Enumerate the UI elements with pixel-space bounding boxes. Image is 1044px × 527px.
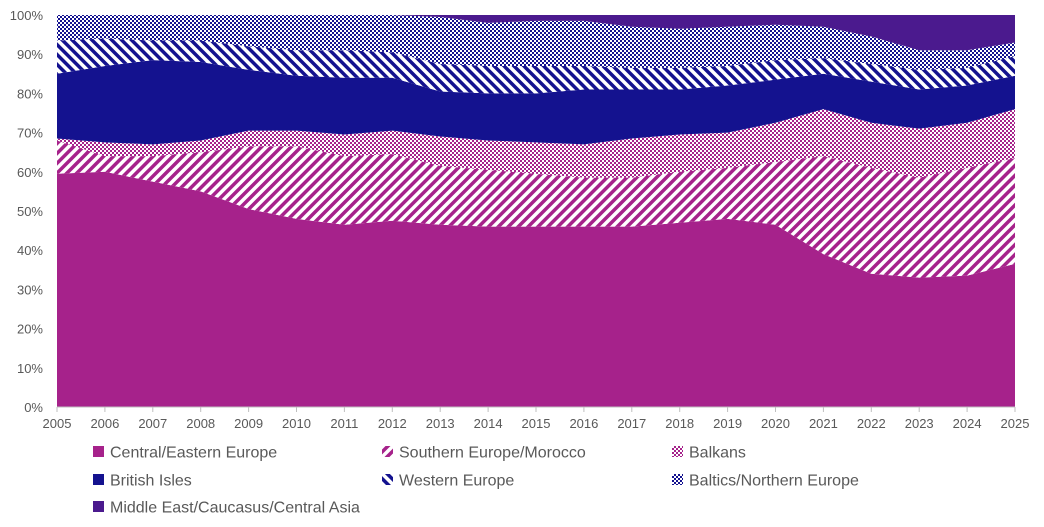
legend-label-baltics-northern-europe: Baltics/Northern Europe: [689, 473, 859, 490]
x-tick-label: 2021: [809, 416, 838, 431]
area-middle-east-caucasus-central-asia: [57, 15, 1015, 51]
y-tick-label: 20%: [17, 322, 43, 337]
area-baltics-northern-europe: [57, 15, 1015, 70]
axes-group: 0% 10% 20% 30% 40% 50% 60% 70% 80% 90% 100% 2005 200…: [10, 8, 1030, 431]
x-tick-label: 2016: [569, 416, 598, 431]
x-tick-label: 2015: [522, 416, 551, 431]
legend-label-western-europe: Western Europe: [399, 473, 514, 490]
legend-label-middle-east-caucasus-central-asia: Middle East/Caucasus/Central Asia: [110, 500, 360, 517]
x-tick-label: 2010: [282, 416, 311, 431]
area-british-isles: [57, 60, 1015, 145]
legend-swatch-western-europe: [382, 474, 393, 485]
legend-swatch-southern-europe-morocco: [382, 446, 393, 457]
legend-label-southern-europe-morocco: Southern Europe/Morocco: [399, 445, 586, 462]
x-tick-label: 2017: [617, 416, 646, 431]
legend-label-british-isles: British Isles: [110, 473, 192, 490]
legend-label-central-eastern-europe: Central/Eastern Europe: [110, 445, 277, 462]
legend-swatch-central-eastern-europe: [93, 446, 104, 457]
x-tick-label: 2018: [665, 416, 694, 431]
legend-label-balkans: Balkans: [689, 445, 746, 462]
x-tick-label: 2007: [138, 416, 167, 431]
x-tick-label: 2009: [234, 416, 263, 431]
x-tick-label: 2011: [330, 416, 358, 431]
x-tick-label: 2013: [426, 416, 455, 431]
x-tick-label: 2022: [857, 416, 886, 431]
y-tick-label: 70%: [17, 126, 43, 141]
legend-swatch-balkans: [672, 446, 683, 457]
y-tick-label: 0%: [24, 400, 43, 415]
y-tick-label: 60%: [17, 165, 43, 180]
x-tick-label: 2014: [474, 416, 503, 431]
x-tick-label: 2012: [378, 416, 407, 431]
area-southern-europe-morocco: [57, 140, 1015, 278]
y-tick-label: 30%: [17, 282, 43, 297]
area-series-group: [57, 15, 1015, 407]
y-tick-label: 40%: [17, 243, 43, 258]
x-tick-label: 2025: [1001, 416, 1030, 431]
y-tick-label: 10%: [17, 361, 43, 376]
x-tick-label: 2020: [761, 416, 790, 431]
x-tick-label: 2008: [186, 416, 215, 431]
y-tick-label: 50%: [17, 204, 43, 219]
y-tick-label: 90%: [17, 47, 43, 62]
legend: Central/Eastern Europe Southern Europe/Mo…: [93, 445, 859, 517]
legend-swatch-british-isles: [93, 474, 104, 485]
legend-swatch-middle-east-caucasus-central-asia: [93, 501, 104, 512]
x-tick-label: 2023: [905, 416, 934, 431]
x-tick-label: 2019: [713, 416, 742, 431]
area-balkans: [57, 109, 1015, 178]
x-tick-label: 2006: [90, 416, 119, 431]
y-tick-label: 100%: [10, 8, 44, 23]
legend-swatch-baltics-northern-europe: [672, 474, 683, 485]
x-tick-label: 2005: [43, 416, 72, 431]
area-central-eastern-europe: [57, 171, 1015, 407]
y-tick-label: 80%: [17, 86, 43, 101]
x-tick-label: 2024: [953, 416, 982, 431]
